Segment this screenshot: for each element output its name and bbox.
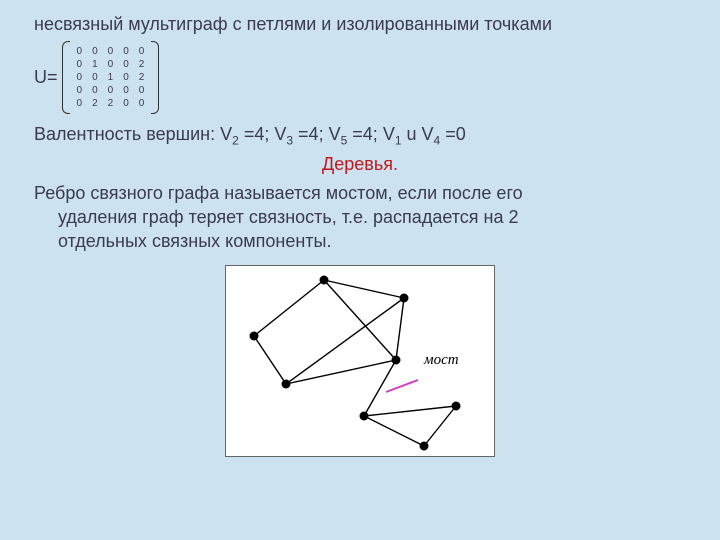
matrix-block: U= 00000 01002 00102 00000 02200 bbox=[34, 41, 686, 114]
graph-node bbox=[250, 332, 259, 341]
matrix-row: 00000 bbox=[72, 84, 150, 97]
graph-node bbox=[282, 380, 291, 389]
bracket-left bbox=[62, 41, 70, 114]
graph-edge bbox=[364, 416, 424, 446]
graph-edge bbox=[324, 280, 404, 298]
bridge-underline bbox=[386, 380, 418, 392]
matrix-row: 01002 bbox=[72, 58, 150, 71]
bridge-label: мост bbox=[423, 352, 459, 368]
valence-item: V1 u bbox=[383, 124, 422, 144]
valence-item: V3 =4; bbox=[274, 124, 328, 144]
graph-node bbox=[360, 412, 369, 421]
bracket-right bbox=[151, 41, 159, 114]
valence-item: V4 =0 bbox=[422, 124, 466, 144]
graph-figure: мост bbox=[225, 265, 495, 457]
body-text: Ребро связного графа называется мостом, … bbox=[34, 181, 686, 254]
graph-node bbox=[320, 276, 329, 285]
graph-node bbox=[452, 402, 461, 411]
graph-edge bbox=[364, 406, 456, 416]
graph-edge bbox=[364, 360, 396, 416]
graph-node bbox=[400, 294, 409, 303]
slide: несвязный мультиграф с петлями и изолиро… bbox=[0, 0, 720, 540]
title-line: несвязный мультиграф с петлями и изолиро… bbox=[34, 14, 686, 35]
trees-heading: Деревья. bbox=[34, 154, 686, 175]
graph-edge bbox=[254, 280, 324, 336]
graph-edge bbox=[254, 336, 286, 384]
matrix-row: 00000 bbox=[72, 45, 150, 58]
graph-edge bbox=[396, 298, 404, 360]
matrix-table: 00000 01002 00102 00000 02200 bbox=[72, 45, 150, 110]
graph-node bbox=[420, 442, 429, 451]
body-line: Ребро связного графа называется мостом, … bbox=[34, 183, 523, 203]
valence-item: V5 =4; bbox=[329, 124, 383, 144]
matrix-label: U= bbox=[34, 67, 58, 88]
matrix-row: 00102 bbox=[72, 71, 150, 84]
valence-prefix: Валентность вершин: bbox=[34, 124, 220, 144]
body-line: отдельных связных компоненты. bbox=[34, 229, 686, 253]
matrix-row: 02200 bbox=[72, 97, 150, 110]
matrix: 00000 01002 00102 00000 02200 bbox=[62, 41, 160, 114]
body-line: удаления граф теряет связность, т.е. рас… bbox=[34, 205, 686, 229]
valence-item: V2 =4; bbox=[220, 124, 274, 144]
graph-edge bbox=[424, 406, 456, 446]
graph-node bbox=[392, 356, 401, 365]
valence-line: Валентность вершин: V2 =4; V3 =4; V5 =4;… bbox=[34, 124, 686, 148]
